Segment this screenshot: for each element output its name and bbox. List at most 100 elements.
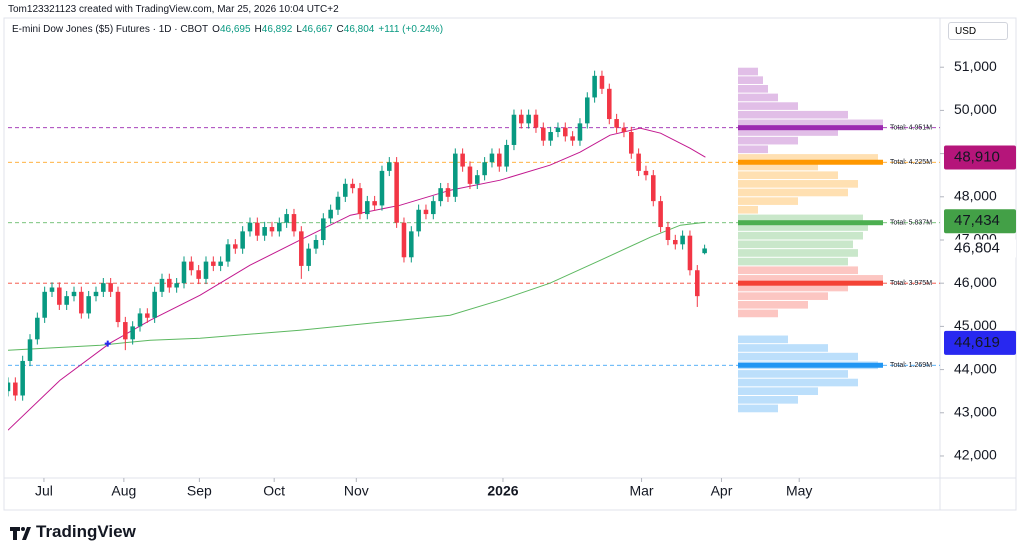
candle-body	[328, 209, 333, 219]
candle-body	[570, 136, 575, 141]
x-tick-label: Jul	[35, 483, 53, 499]
candle-body	[203, 261, 209, 279]
candle-body	[8, 382, 11, 392]
candle-body	[262, 227, 267, 236]
candle-body	[20, 360, 25, 396]
profile-row	[738, 266, 858, 275]
currency-button[interactable]: USD	[948, 22, 1008, 40]
candle-body	[445, 188, 451, 197]
candle-body	[687, 235, 693, 271]
profile-row	[738, 136, 798, 145]
price-label: 44,619	[954, 334, 1000, 351]
candle-body	[291, 214, 297, 232]
ohlc-value: 46,892	[261, 24, 293, 35]
candle-body	[511, 114, 517, 145]
profile-row	[738, 395, 798, 404]
y-tick-label: 44,000	[954, 360, 997, 376]
x-tick-label: 2026	[487, 483, 518, 499]
change: +111 (+0.24%)	[378, 24, 444, 35]
poc-bar	[738, 280, 883, 286]
profile-row	[738, 231, 863, 240]
candle-body	[467, 166, 473, 184]
candle-body	[335, 196, 341, 210]
profile-total: Total: 3.975M	[890, 280, 932, 287]
candle-body	[277, 222, 282, 232]
y-tick-label: 42,000	[954, 447, 997, 463]
candle-body	[189, 261, 194, 271]
poc-bar	[738, 220, 883, 226]
frame	[3, 17, 1017, 511]
candle-body	[577, 123, 583, 141]
x-tick-label: Apr	[711, 483, 733, 499]
candle-body	[321, 218, 326, 240]
candle-body	[658, 201, 663, 228]
profile-row	[738, 378, 858, 387]
candle-body	[636, 153, 641, 171]
candle-body	[159, 278, 165, 292]
price-label-box	[944, 145, 1016, 170]
candle-body	[599, 75, 605, 89]
candle-body	[548, 132, 553, 141]
candle-body	[643, 170, 649, 176]
profile-row	[738, 257, 848, 266]
logo	[10, 527, 31, 540]
candle-body	[233, 244, 238, 249]
profile-row	[738, 275, 883, 283]
profile-row	[738, 67, 758, 76]
candle-body	[123, 322, 128, 340]
candle-body	[211, 261, 216, 266]
candle-body	[372, 201, 377, 206]
profile-row	[738, 188, 848, 197]
ohlc-item: O46,695	[212, 24, 250, 35]
candle-body	[453, 153, 458, 197]
profile-row	[738, 110, 848, 119]
profile-total: Total: 4.225M	[890, 159, 932, 166]
candle-body	[431, 201, 436, 215]
candle-body	[299, 231, 304, 266]
poc-bar	[738, 125, 883, 131]
candle-body	[79, 291, 84, 314]
y-tick-label: 45,000	[954, 317, 997, 333]
candle-body	[526, 114, 531, 124]
x-tick-label: Mar	[629, 483, 653, 499]
candle-body	[115, 291, 121, 323]
candle-body	[460, 153, 465, 167]
candle-body	[409, 231, 414, 258]
candle-body	[680, 235, 685, 245]
ohlc-value: 46,667	[301, 24, 333, 35]
ohlc-label: O	[212, 24, 220, 35]
candle-body	[651, 175, 656, 202]
candle-body	[343, 183, 348, 197]
candle-body	[101, 283, 106, 292]
candle-body	[673, 239, 678, 245]
profile-row	[738, 119, 883, 128]
candle-body	[247, 222, 253, 232]
candle-body	[665, 227, 671, 240]
candle-body	[504, 144, 509, 167]
price-label-box	[944, 209, 1016, 234]
y-tick-label: 50,000	[954, 101, 997, 117]
candle-body	[313, 239, 319, 249]
profile-row	[738, 214, 863, 223]
candle-body	[225, 244, 231, 262]
candle-body	[64, 296, 69, 305]
candle-body	[174, 283, 179, 288]
profile-row	[738, 352, 858, 361]
profile-row	[738, 93, 778, 102]
candle-body	[152, 291, 157, 318]
ohlc-label: C	[336, 24, 344, 35]
y-tick-label: 48,000	[954, 188, 997, 204]
candle-body	[387, 162, 392, 171]
candle-body	[533, 114, 539, 128]
candle-body	[555, 127, 561, 133]
ohlc-label: H	[254, 24, 262, 35]
y-tick-label: 51,000	[954, 58, 997, 74]
y-tick-label: 46,000	[954, 274, 997, 290]
profile-total: Total: 5.837M	[890, 220, 932, 227]
candle-body	[519, 114, 524, 124]
profile-total: Total: 1.269M	[890, 362, 932, 369]
candle-body	[592, 75, 597, 98]
candle-body	[695, 270, 700, 297]
